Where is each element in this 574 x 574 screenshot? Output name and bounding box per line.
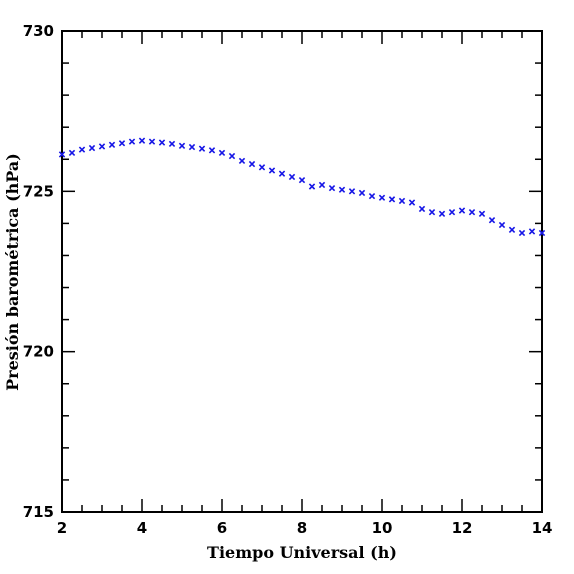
data-point — [528, 228, 536, 235]
data-point — [248, 160, 256, 168]
plot-frame — [61, 30, 543, 513]
data-point — [358, 189, 366, 197]
data-point — [138, 137, 146, 144]
y-tick-label: 715 — [23, 503, 54, 521]
data-point — [268, 167, 276, 174]
data-point — [78, 146, 86, 153]
y-axis-title: Presión barométrica (hPa) — [3, 153, 22, 391]
data-point — [378, 194, 386, 201]
data-point — [178, 142, 186, 149]
data-point — [368, 192, 376, 200]
data-point — [288, 173, 296, 181]
data-point — [428, 209, 436, 216]
data-point — [98, 143, 106, 150]
data-point — [338, 186, 346, 193]
y-tick-label: 720 — [23, 343, 54, 361]
y-tick-label: 725 — [23, 182, 54, 200]
data-point — [278, 170, 286, 177]
x-tick-label: 6 — [217, 519, 227, 537]
data-point — [518, 229, 526, 237]
data-point — [478, 210, 486, 217]
data-point — [128, 138, 136, 145]
data-point — [238, 157, 246, 165]
data-point — [108, 141, 116, 149]
y-tick-label: 730 — [23, 22, 54, 40]
data-point — [198, 145, 206, 152]
tick-labels: 2 4 6 8 10 12 14 715 720 725 730 — [23, 22, 553, 537]
data-point — [388, 196, 396, 203]
x-axis-title: Tiempo Universal (h) — [207, 543, 397, 562]
data-point — [148, 138, 156, 145]
data-point — [328, 184, 336, 192]
data-point — [298, 176, 306, 184]
data-point — [88, 144, 96, 152]
data-point — [348, 188, 356, 195]
data-point — [188, 143, 196, 151]
x-tick-label: 4 — [137, 519, 147, 537]
data-point — [68, 149, 76, 157]
data-point — [118, 140, 126, 147]
data-point — [58, 151, 66, 158]
data-point — [448, 209, 456, 216]
data-point — [498, 221, 506, 229]
data-point — [538, 229, 546, 237]
data-points — [58, 137, 546, 237]
data-point — [318, 181, 326, 189]
data-point — [398, 197, 406, 205]
data-point — [218, 149, 226, 157]
x-tick-label: 10 — [372, 519, 393, 537]
x-tick-label: 12 — [452, 519, 473, 537]
data-point — [168, 140, 176, 148]
x-tick-label: 14 — [532, 519, 553, 537]
data-point — [158, 139, 166, 146]
data-point — [508, 226, 516, 233]
data-point — [228, 152, 236, 160]
data-point — [308, 183, 316, 190]
x-tick-label: 2 — [57, 519, 67, 537]
axis-ticks — [61, 30, 543, 513]
data-point — [438, 210, 446, 217]
data-point — [468, 209, 476, 216]
data-point — [458, 207, 466, 214]
data-point — [408, 199, 416, 206]
data-point — [208, 147, 216, 154]
data-point — [258, 164, 266, 171]
data-point — [488, 217, 496, 224]
x-tick-label: 8 — [297, 519, 307, 537]
data-point — [418, 205, 426, 213]
